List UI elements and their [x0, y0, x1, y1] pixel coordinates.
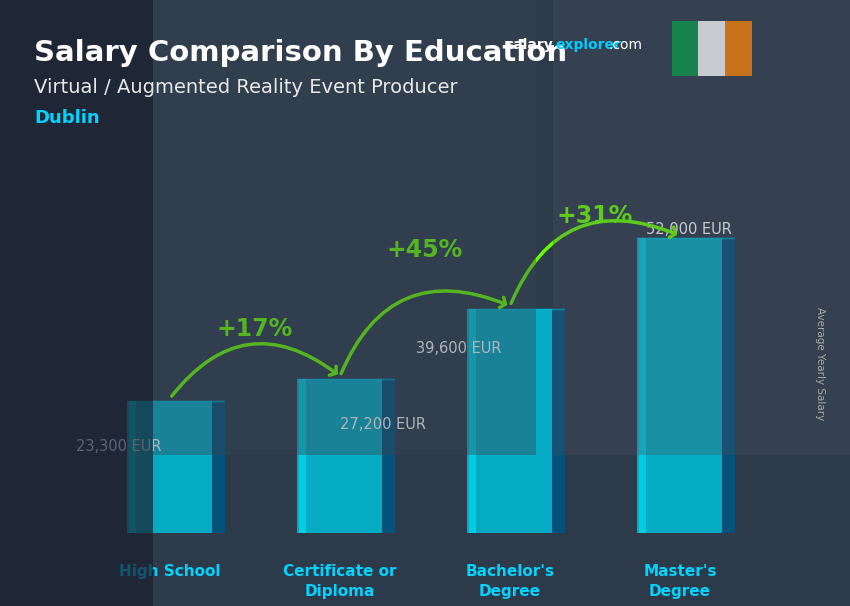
Polygon shape — [382, 379, 394, 533]
Text: .com: .com — [609, 38, 643, 52]
Polygon shape — [722, 239, 734, 533]
Text: +17%: +17% — [217, 317, 293, 341]
Text: +31%: +31% — [557, 204, 633, 228]
Bar — [672, 21, 699, 76]
Bar — [128, 401, 212, 533]
Text: Bachelor's
Degree: Bachelor's Degree — [466, 564, 554, 599]
Text: 52,000 EUR: 52,000 EUR — [645, 222, 732, 238]
Text: 39,600 EUR: 39,600 EUR — [416, 341, 501, 356]
Text: Master's
Degree: Master's Degree — [643, 564, 717, 599]
Bar — [639, 239, 646, 533]
Text: Average Yearly Salary: Average Yearly Salary — [815, 307, 825, 420]
Text: explorer: explorer — [555, 38, 620, 52]
Polygon shape — [552, 309, 564, 533]
Bar — [298, 379, 382, 533]
Text: High School: High School — [119, 564, 221, 579]
Text: 23,300 EUR: 23,300 EUR — [76, 439, 162, 454]
Bar — [469, 309, 476, 533]
Bar — [699, 21, 725, 76]
Bar — [638, 239, 722, 533]
Text: Salary Comparison By Education: Salary Comparison By Education — [34, 39, 567, 67]
Text: salary: salary — [506, 38, 553, 52]
Bar — [129, 401, 136, 533]
Bar — [725, 21, 752, 76]
Text: Virtual / Augmented Reality Event Producer: Virtual / Augmented Reality Event Produc… — [34, 78, 457, 96]
Bar — [468, 309, 552, 533]
Text: Certificate or
Diploma: Certificate or Diploma — [283, 564, 397, 599]
Text: 27,200 EUR: 27,200 EUR — [340, 417, 426, 432]
Bar — [299, 379, 306, 533]
Text: Dublin: Dublin — [34, 109, 99, 127]
Text: +45%: +45% — [387, 238, 463, 262]
Polygon shape — [212, 401, 224, 533]
